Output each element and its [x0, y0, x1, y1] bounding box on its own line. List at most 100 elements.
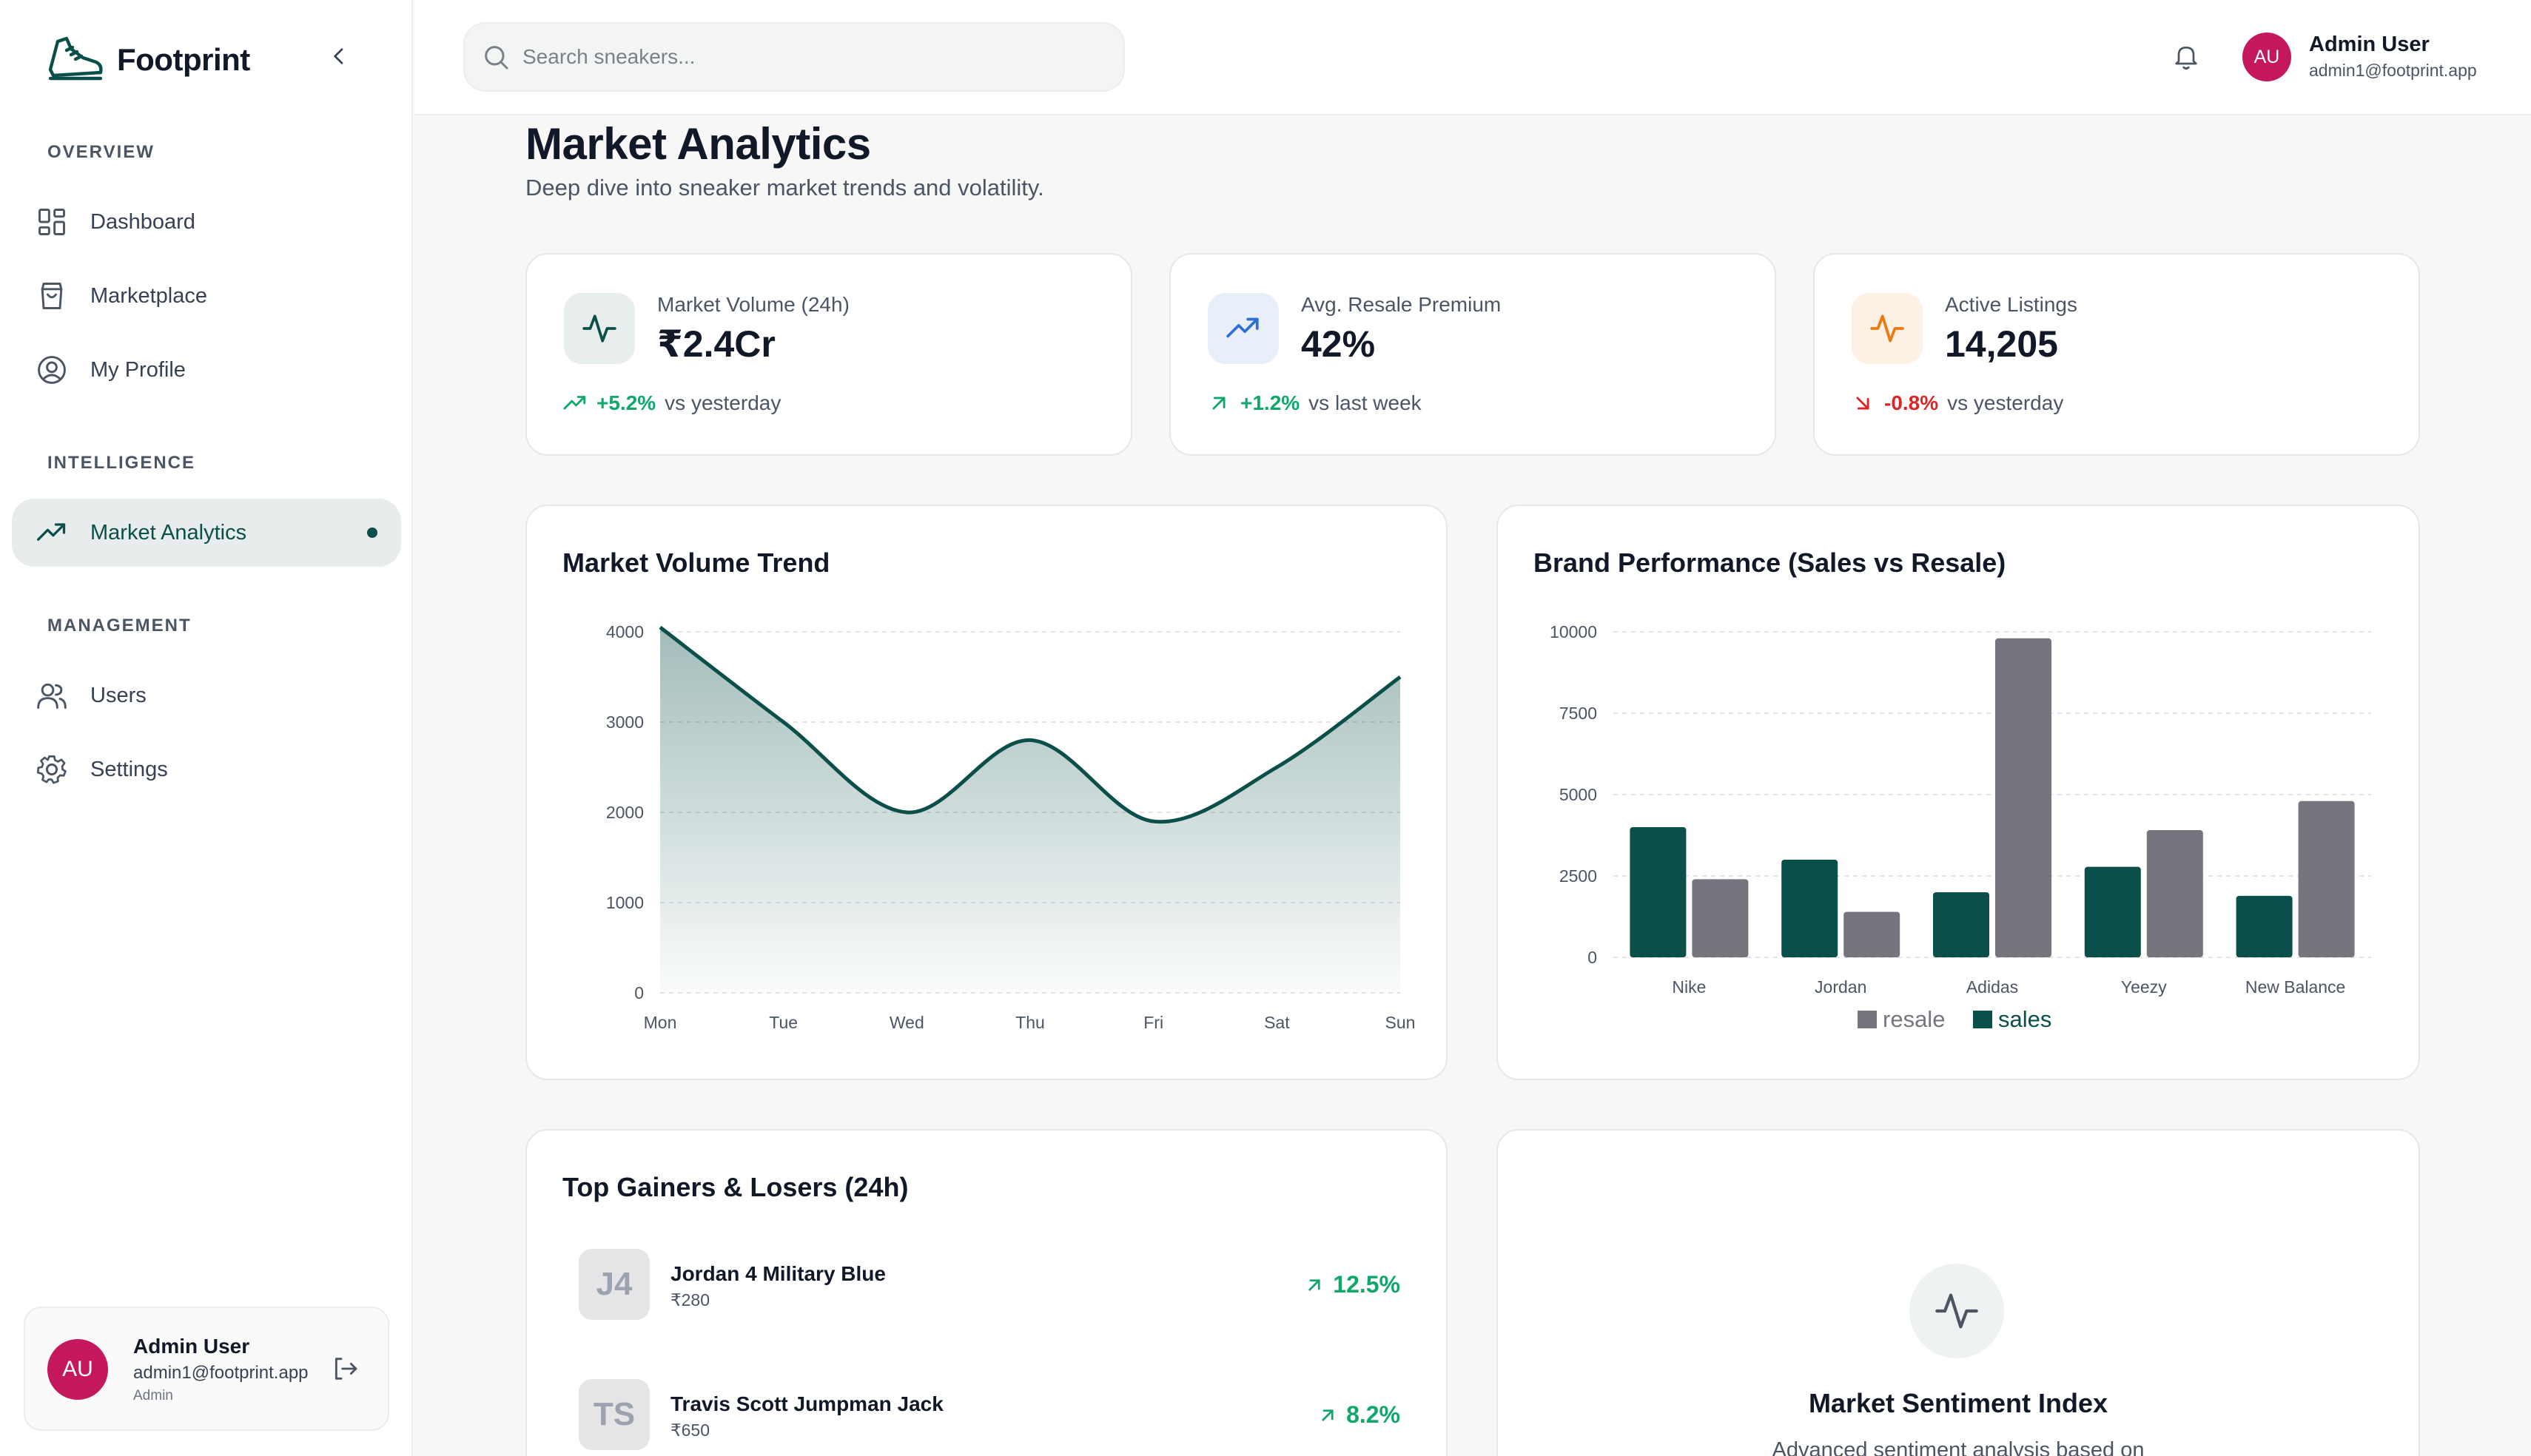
sidebar-item-dashboard[interactable]: Dashboard: [12, 188, 401, 256]
top-movers-card: Top Gainers & Losers (24h) J4 Jordan 4 M…: [525, 1129, 1448, 1456]
page-title: Market Analytics: [525, 119, 871, 169]
logout-icon: [335, 1358, 357, 1380]
sneaker-name: Travis Scott Jumpman Jack: [670, 1392, 944, 1415]
search-icon: [485, 46, 508, 70]
sidebar-item-settings[interactable]: Settings: [12, 735, 401, 803]
legend-label: resale: [1883, 1006, 1945, 1032]
x-tick-label: Sun: [1385, 1013, 1416, 1032]
top-header: AU Admin User admin1@footprint.app: [414, 0, 2531, 115]
bar-sales[interactable]: [1630, 827, 1687, 957]
stat-trend: +1.2% vs last week: [1206, 391, 1422, 416]
sidebar-item-label: Marketplace: [90, 283, 207, 308]
user-name: Admin User: [133, 1335, 250, 1358]
stat-change: +1.2%: [1240, 391, 1300, 414]
arrow-up-right-icon: [1322, 1409, 1334, 1421]
notifications-button[interactable]: [2171, 41, 2204, 74]
logout-button[interactable]: [330, 1354, 363, 1386]
arrow-down-right-icon: [1856, 397, 1869, 410]
trending-up-icon: [37, 523, 66, 541]
sidebar-item-label: Settings: [90, 757, 168, 781]
x-tick-label: Tue: [769, 1013, 798, 1032]
stat-value: ₹2.4Cr: [657, 323, 776, 365]
sneaker-logo-icon: [44, 28, 107, 91]
x-tick-label: Thu: [1015, 1013, 1045, 1032]
x-tick-label: Jordan: [1815, 977, 1866, 997]
y-tick-label: 10000: [1550, 622, 1597, 641]
y-tick-label: 2000: [606, 803, 644, 822]
bar-resale[interactable]: [1995, 638, 2051, 957]
trending-up-icon: [1226, 317, 1259, 338]
brand[interactable]: Footprint: [44, 28, 250, 91]
chevron-left-icon: [334, 48, 343, 64]
arrow-up-right-icon: [1308, 1278, 1320, 1291]
nav-section-management: MANAGEMENT: [47, 616, 192, 636]
brand-name: Footprint: [117, 41, 250, 77]
activity-icon: [1935, 1293, 1978, 1329]
y-tick-label: 7500: [1559, 704, 1597, 723]
sidebar-item-market-analytics[interactable]: Market Analytics: [12, 499, 401, 567]
stat-change: -0.8%: [1884, 391, 1939, 414]
sneaker-name: Jordan 4 Military Blue: [670, 1262, 886, 1285]
search-bar[interactable]: [463, 22, 1125, 92]
price-change: 8.2%: [1317, 1401, 1400, 1429]
movers-title: Top Gainers & Losers (24h): [562, 1172, 909, 1202]
shopping-bag-icon: [41, 283, 63, 309]
stat-label: Avg. Resale Premium: [1301, 293, 1502, 316]
page-subtitle: Deep dive into sneaker market trends and…: [525, 175, 1044, 200]
bar-sales[interactable]: [2084, 866, 2141, 957]
y-tick-label: 3000: [606, 712, 644, 732]
sidebar-item-label: My Profile: [90, 357, 186, 382]
y-tick-label: 0: [1587, 948, 1597, 967]
sidebar-item-label: Market Analytics: [90, 520, 247, 545]
bar-resale[interactable]: [1843, 911, 1900, 957]
header-user-email: admin1@footprint.app: [2309, 61, 2477, 80]
arrow-up-right-icon: [1212, 397, 1226, 410]
avatar[interactable]: AU: [2242, 33, 2291, 81]
stat-card-resale-premium: Avg. Resale Premium 42% +1.2% vs last we…: [1169, 253, 1776, 456]
collapse-sidebar-button[interactable]: [324, 41, 354, 71]
x-tick-label: New Balance: [2245, 977, 2346, 997]
sidebar-item-users[interactable]: Users: [12, 661, 401, 729]
sentiment-icon-box: [1909, 1264, 2004, 1358]
sidebar-item-my-profile[interactable]: My Profile: [12, 336, 401, 404]
legend-label: sales: [1998, 1006, 2051, 1032]
bell-icon: [2175, 46, 2197, 70]
nav-section-intelligence: INTELLIGENCE: [47, 453, 196, 473]
stat-icon-box: [564, 293, 635, 364]
sneaker-price: ₹650: [670, 1420, 710, 1440]
header-user-name: Admin User: [2309, 33, 2430, 56]
y-tick-label: 1000: [606, 893, 644, 912]
user-circle-icon: [38, 356, 66, 384]
search-input[interactable]: [522, 45, 1100, 69]
user-role: Admin: [133, 1388, 173, 1403]
bar-resale[interactable]: [2146, 830, 2203, 957]
stat-trend: +5.2% vs yesterday: [562, 391, 781, 416]
list-item[interactable]: TS Travis Scott Jumpman Jack ₹650 8.2%: [579, 1379, 1400, 1453]
y-tick-label: 2500: [1559, 866, 1597, 886]
list-item[interactable]: J4 Jordan 4 Military Blue ₹280 12.5%: [579, 1249, 1400, 1323]
chart-title: Brand Performance (Sales vs Resale): [1533, 547, 2006, 578]
area-fill: [660, 627, 1400, 993]
brand-performance-chart: 0 2500 5000 7500 10000 Nike Jordan Adidas Yeezy N…: [1550, 622, 2371, 1032]
sidebar: Footprint OVERVIEW Dashboard Marketplace…: [0, 0, 413, 1456]
price-change: 12.5%: [1303, 1271, 1400, 1298]
x-tick-label: Nike: [1672, 977, 1706, 997]
x-tick-label: Yeezy: [2121, 977, 2167, 997]
stat-comparison: vs last week: [1308, 391, 1422, 414]
chart-title: Market Volume Trend: [562, 547, 830, 578]
bar-sales[interactable]: [1933, 892, 1989, 957]
x-tick-label: Fri: [1143, 1013, 1163, 1032]
users-icon: [37, 683, 67, 709]
activity-icon: [1870, 314, 1904, 343]
x-tick-label: Wed: [890, 1013, 924, 1032]
trending-up-icon: [563, 396, 586, 410]
avatar[interactable]: AU: [47, 1339, 108, 1400]
sidebar-item-marketplace[interactable]: Marketplace: [12, 262, 401, 330]
bar-resale[interactable]: [1692, 879, 1749, 957]
bar-sales[interactable]: [1781, 860, 1838, 957]
stat-value: 42%: [1301, 323, 1376, 365]
bar-sales[interactable]: [2236, 895, 2293, 957]
bar-resale[interactable]: [2298, 801, 2355, 957]
active-indicator-dot: [367, 528, 377, 538]
sneaker-price: ₹280: [670, 1290, 710, 1310]
